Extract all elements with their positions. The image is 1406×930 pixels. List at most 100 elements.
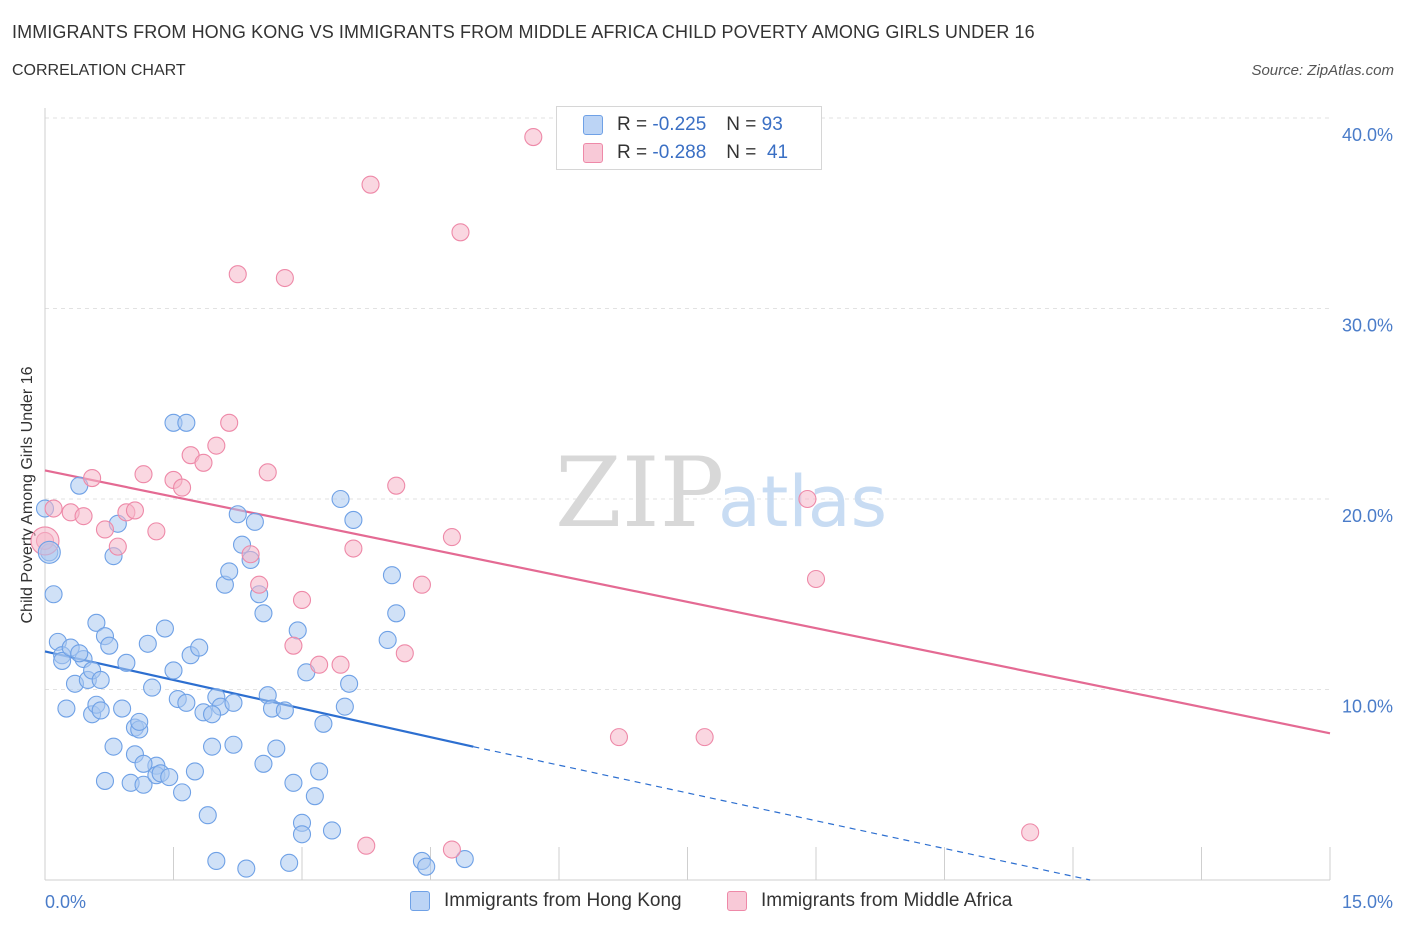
- point-hong-kong: [254, 754, 273, 773]
- point-hong-kong: [340, 674, 359, 693]
- point-middle-africa: [798, 489, 817, 509]
- point-middle-africa: [134, 465, 153, 484]
- point-middle-africa: [1021, 823, 1040, 842]
- point-hong-kong: [113, 699, 132, 718]
- point-hong-kong: [143, 678, 162, 697]
- point-hong-kong: [322, 821, 342, 840]
- point-hong-kong: [335, 697, 354, 716]
- legend-swatch-middle-africa: [583, 143, 603, 163]
- point-hong-kong: [203, 705, 222, 724]
- legend-swatch-hong-kong: [583, 115, 603, 135]
- point-hong-kong: [134, 775, 153, 794]
- point-hong-kong: [275, 701, 294, 720]
- y-tick-label: 20.0%: [1342, 506, 1393, 526]
- point-middle-africa: [695, 728, 714, 747]
- legend-n-label: N =: [726, 114, 757, 135]
- legend-n-label: N =: [726, 142, 757, 163]
- chart-subtitle: CORRELATION CHART: [12, 62, 186, 79]
- point-middle-africa: [395, 644, 414, 663]
- point-hong-kong: [228, 505, 247, 524]
- point-hong-kong: [417, 857, 436, 876]
- axes: [44, 108, 1331, 881]
- point-middle-africa: [442, 528, 461, 547]
- point-hong-kong: [237, 859, 256, 878]
- point-hong-kong: [155, 619, 174, 638]
- point-hong-kong: [173, 783, 192, 802]
- point-hong-kong: [344, 510, 363, 530]
- point-middle-africa: [451, 223, 470, 242]
- point-middle-africa: [284, 636, 303, 655]
- point-middle-africa: [207, 436, 226, 455]
- point-hong-kong: [91, 670, 110, 690]
- point-middle-africa: [806, 569, 826, 589]
- point-hong-kong: [160, 768, 179, 787]
- point-middle-africa: [74, 507, 93, 526]
- point-hong-kong: [254, 604, 273, 623]
- point-hong-kong: [245, 512, 264, 531]
- point-hong-kong: [190, 638, 209, 657]
- point-middle-africa: [292, 590, 312, 610]
- point-hong-kong: [224, 735, 243, 754]
- point-middle-africa: [194, 453, 213, 472]
- point-middle-africa: [357, 836, 376, 855]
- point-middle-africa: [220, 413, 239, 432]
- point-middle-africa: [524, 128, 543, 147]
- point-middle-africa: [83, 468, 102, 488]
- legend-r-label: R =: [617, 114, 648, 135]
- data-points: [30, 128, 1040, 878]
- point-middle-africa: [250, 575, 269, 594]
- point-middle-africa: [108, 537, 127, 556]
- legend-n-value: 93: [761, 114, 783, 135]
- point-hong-kong: [314, 714, 333, 733]
- point-hong-kong: [220, 562, 239, 581]
- point-middle-africa: [125, 501, 144, 520]
- legend-row-middle-africa: R = -0.288 N = 41: [583, 141, 788, 165]
- series-legend-middle-africa: Immigrants from Middle Africa: [727, 890, 1012, 912]
- point-hong-kong: [87, 613, 106, 632]
- series-legend-hong-kong: Immigrants from Hong Kong: [410, 890, 682, 912]
- point-hong-kong: [207, 851, 226, 871]
- point-hong-kong: [95, 771, 115, 790]
- point-hong-kong: [455, 849, 474, 869]
- point-hong-kong: [387, 604, 406, 623]
- point-hong-kong: [57, 699, 76, 718]
- point-hong-kong: [91, 701, 110, 720]
- series-name-middle-africa: Immigrants from Middle Africa: [761, 890, 1013, 911]
- legend-row-hong-kong: R = -0.225 N = 93: [583, 113, 783, 137]
- watermark-zip: ZIP: [555, 437, 724, 549]
- point-hong-kong: [70, 644, 89, 663]
- point-hong-kong: [138, 634, 157, 653]
- point-hong-kong: [331, 489, 350, 509]
- point-middle-africa: [609, 728, 629, 747]
- point-hong-kong: [100, 636, 119, 655]
- point-middle-africa: [95, 520, 115, 539]
- stats-legend: R = -0.225 N = 93 R = -0.288 N = 41: [556, 106, 822, 170]
- point-hong-kong: [134, 754, 153, 773]
- point-hong-kong: [203, 737, 222, 756]
- point-hong-kong: [198, 806, 217, 825]
- point-hong-kong: [288, 621, 307, 640]
- series-swatch-middle-africa: [727, 891, 747, 911]
- point-middle-africa: [275, 268, 294, 288]
- point-middle-africa: [241, 545, 260, 564]
- point-hong-kong: [177, 693, 196, 712]
- trend-extension-hong-kong: [473, 746, 1091, 881]
- point-middle-africa: [44, 499, 63, 518]
- point-middle-africa: [331, 655, 350, 674]
- source-label: Source: ZipAtlas.com: [1251, 62, 1394, 79]
- point-hong-kong: [44, 585, 63, 604]
- point-middle-africa: [387, 476, 406, 495]
- trend-line-hong-kong: [44, 650, 474, 748]
- y-tick-label: 40.0%: [1342, 125, 1393, 145]
- point-middle-africa: [442, 840, 461, 859]
- chart-title: IMMIGRANTS FROM HONG KONG VS IMMIGRANTS …: [12, 22, 1035, 42]
- point-hong-kong: [284, 773, 303, 792]
- tick-labels: 10.0% 20.0% 30.0% 40.0% 0.0% 15.0%: [45, 125, 1393, 912]
- zipatlas-watermark: ZIP atlas: [555, 437, 887, 549]
- legend-r-label: R =: [617, 142, 648, 163]
- legend-r-value: -0.288: [652, 142, 707, 163]
- point-middle-africa: [344, 539, 363, 558]
- point-hong-kong: [177, 413, 196, 432]
- y-tick-label: 30.0%: [1342, 316, 1393, 336]
